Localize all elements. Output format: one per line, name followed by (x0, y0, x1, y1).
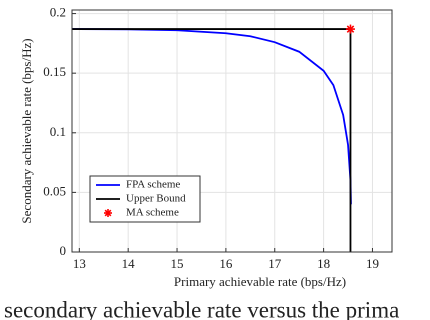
x-tick-label: 17 (268, 256, 282, 271)
x-tick-label: 15 (171, 256, 184, 271)
legend-marker (104, 209, 112, 217)
legend-label: FPA scheme (126, 179, 180, 191)
legend: FPA scheme Upper Bound MA scheme (89, 175, 201, 223)
star-stroke (104, 209, 112, 217)
x-tick-label: 13 (73, 256, 86, 271)
y-tick-label: 0.05 (43, 183, 66, 198)
star-stroke (346, 25, 355, 33)
data-point (345, 24, 355, 34)
y-tick-label: 0 (60, 243, 67, 258)
x-tick-label: 19 (366, 256, 379, 271)
x-axis-label: Primary achievable rate (bps/Hz) (174, 274, 346, 289)
x-tick-label: 16 (219, 256, 233, 271)
y-axis-label: Secondary achievable rate (bps/Hz) (19, 38, 34, 223)
legend-label: Upper Bound (126, 193, 186, 205)
y-tick-label: 0.1 (50, 124, 66, 139)
y-tick-label: 0.15 (43, 64, 66, 79)
caption: secondary achievable rate versus the pri… (4, 297, 399, 320)
y-tick-label: 0.2 (50, 5, 66, 20)
legend-label: MA scheme (126, 207, 179, 219)
plot-frame (71, 9, 393, 253)
x-tick-label: 14 (122, 256, 136, 271)
x-tick-label: 18 (317, 256, 330, 271)
